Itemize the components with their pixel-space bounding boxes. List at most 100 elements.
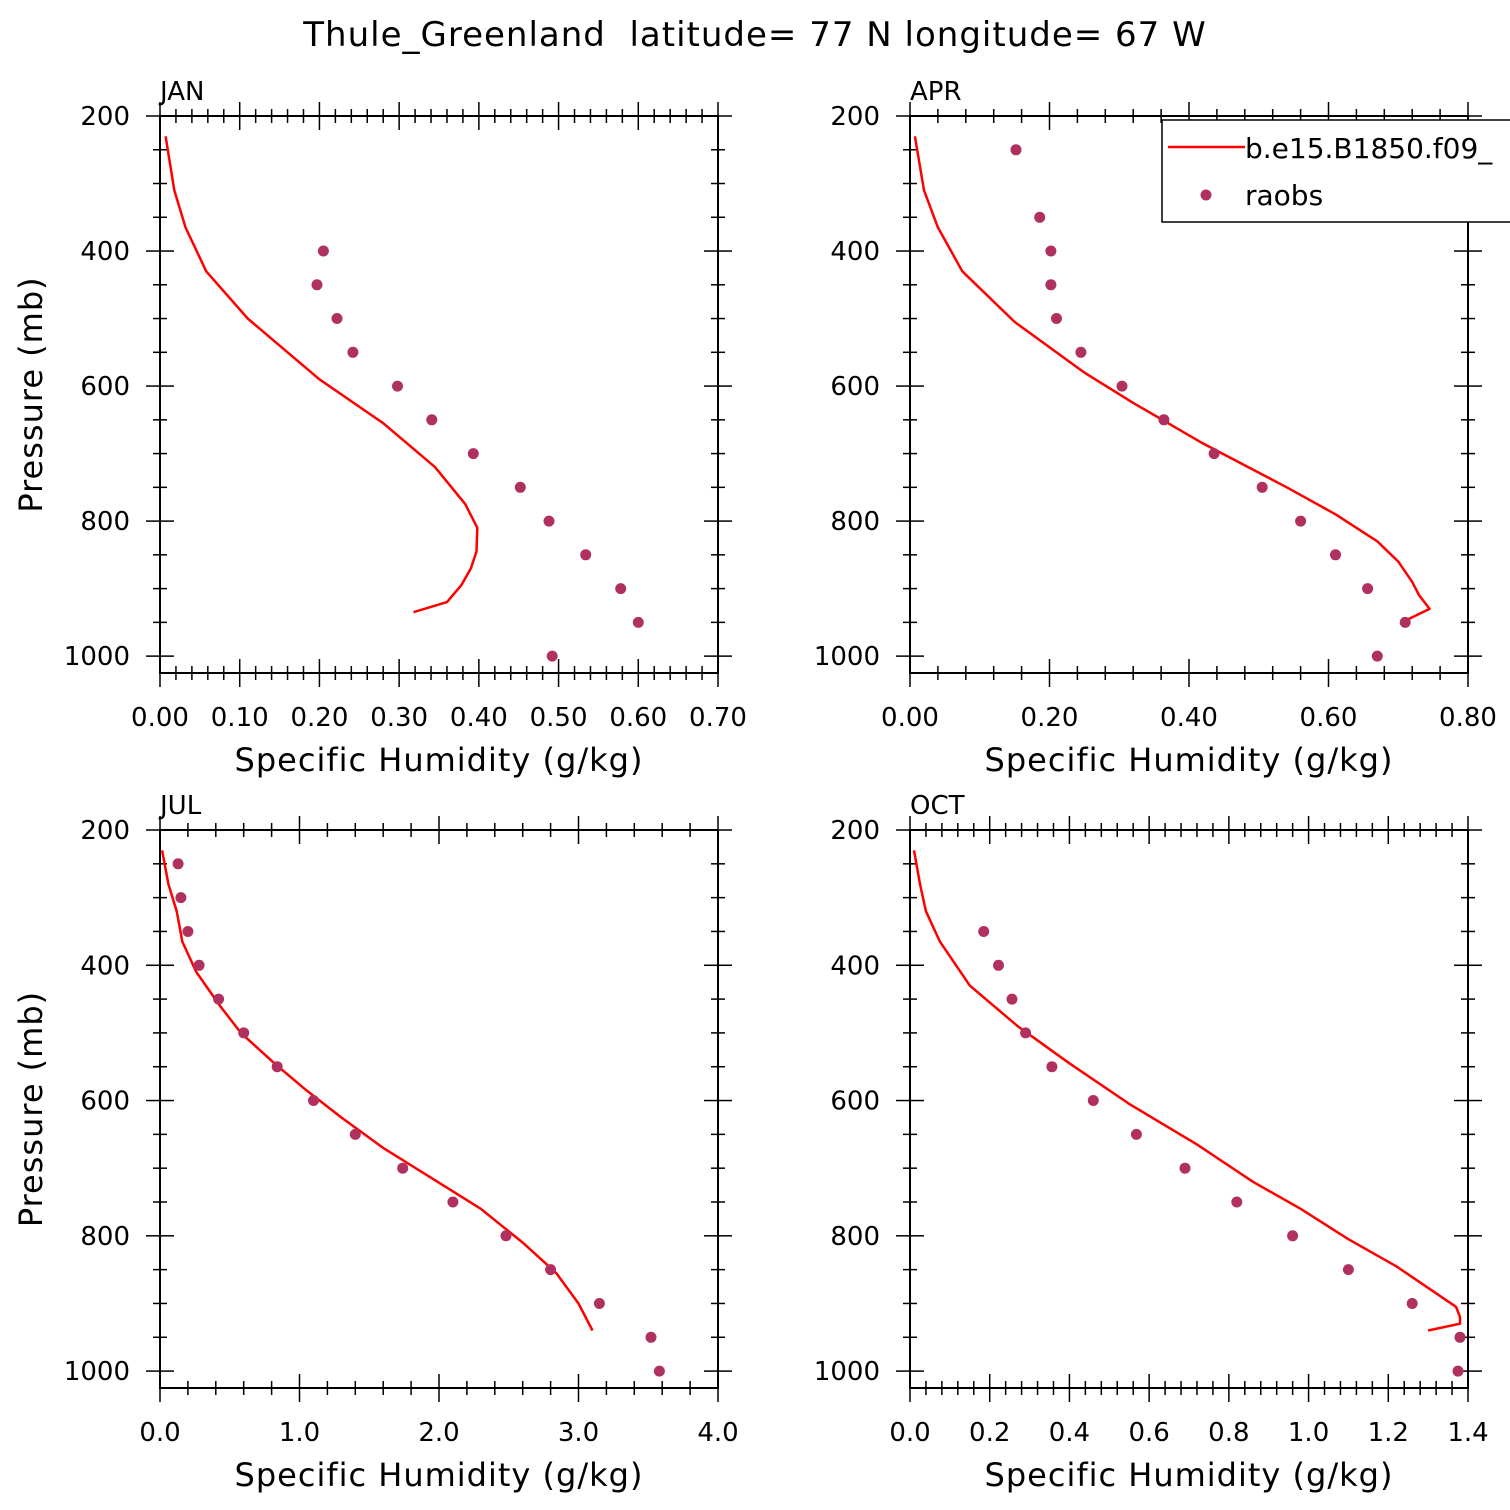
raobs-point-oct — [1231, 1196, 1243, 1208]
raobs-point-oct — [978, 926, 990, 937]
x-axis-label-apr: Specific Humidity (g/kg) — [985, 741, 1394, 779]
y-tick-label: 400 — [830, 237, 880, 267]
raobs-point-jul — [653, 1365, 665, 1377]
panel-apr: APR 0.00 0.20 0.40 0.60 0.80 200 400 600 800 1000 S… — [814, 77, 1497, 779]
x-tick-label: 1.2 — [1368, 1418, 1409, 1448]
raobs-point-jul — [349, 1128, 361, 1140]
raobs-point-jan — [311, 279, 323, 291]
x-tick-label: 0.2 — [969, 1418, 1010, 1448]
raobs-point-oct — [1130, 1128, 1142, 1140]
raobs-point-oct — [1287, 1230, 1299, 1242]
y-tick-label: 800 — [830, 507, 880, 537]
legend-model-label: b.e15.B1850.f09_ — [1245, 132, 1493, 165]
raobs-point-oct — [1342, 1264, 1354, 1276]
y-tick-label: 800 — [80, 1222, 130, 1252]
y-tick-label: 600 — [80, 372, 130, 402]
raobs-point-jan — [632, 616, 644, 628]
y-tick-label: 1000 — [64, 1357, 130, 1387]
raobs-point-jul — [645, 1331, 657, 1343]
raobs-point-oct — [1020, 1027, 1032, 1039]
panel-label-jul: JUL — [158, 791, 202, 821]
raobs-point-jul — [271, 1061, 283, 1073]
raobs-point-oct — [1452, 1365, 1464, 1377]
raobs-point-jan — [580, 549, 592, 561]
raobs-point-jan — [347, 346, 359, 358]
x-tick-label: 3.0 — [558, 1418, 599, 1448]
x-tick-label: 0.0 — [139, 1418, 180, 1448]
raobs-point-apr — [1362, 583, 1374, 595]
panel-jan: JAN 0.00 0.10 0.20 0.30 0.40 0.50 0.60 0.70 200 40… — [12, 77, 747, 779]
x-tick-label: 0.30 — [370, 703, 428, 733]
legend-obs-label: raobs — [1245, 179, 1323, 212]
panels: JAN 0.00 0.10 0.20 0.30 0.40 0.50 0.60 0.70 200 40… — [12, 77, 1497, 1494]
raobs-point-jan — [543, 515, 555, 527]
plot-frame-oct — [909, 829, 1469, 1389]
raobs-point-jan — [331, 313, 343, 324]
x-tick-label: 0.4 — [1049, 1418, 1090, 1448]
raobs-point-apr — [1158, 414, 1170, 426]
raobs-point-oct — [1006, 993, 1018, 1005]
raobs-point-oct — [1087, 1095, 1099, 1106]
x-tick-label: 0.8 — [1208, 1418, 1249, 1448]
panel-label-jan: JAN — [158, 77, 204, 107]
x-tick-label: 0.40 — [1160, 703, 1218, 733]
y-tick-label: 1000 — [814, 1357, 880, 1387]
raobs-point-jan — [392, 380, 403, 392]
panel-oct: OCT 0.0 0.2 0.4 0.6 0.8 1.0 1.2 1.4 200 400 600 800 1… — [814, 791, 1489, 1494]
raobs-point-jul — [238, 1027, 250, 1039]
y-tick-label: 200 — [80, 102, 130, 132]
raobs-point-jul — [175, 892, 187, 904]
x-tick-label: 0.00 — [881, 703, 939, 733]
raobs-point-apr — [1045, 245, 1057, 257]
y-tick-label: 400 — [80, 951, 130, 981]
y-tick-label: 400 — [830, 951, 880, 981]
figure-title: Thule_Greenland latitude= 77 N longitude… — [302, 15, 1206, 55]
raobs-point-jul — [447, 1196, 459, 1208]
x-tick-label: 4.0 — [697, 1418, 738, 1448]
panel-label-apr: APR — [910, 77, 962, 107]
raobs-point-jan — [426, 414, 438, 426]
raobs-point-jan — [546, 650, 558, 662]
model-line-jul — [160, 850, 594, 1332]
raobs-point-jan — [317, 245, 329, 257]
raobs-point-jan — [467, 448, 479, 460]
x-tick-label: 0.20 — [290, 703, 348, 733]
raobs-point-jul — [213, 993, 225, 1005]
raobs-point-apr — [1045, 279, 1057, 291]
raobs-point-jul — [593, 1298, 605, 1309]
raobs-point-oct — [993, 959, 1004, 971]
x-tick-label: 2.0 — [418, 1418, 459, 1448]
model-line-oct — [912, 850, 1462, 1332]
raobs-point-apr — [1034, 211, 1046, 223]
y-tick-label: 600 — [830, 372, 880, 402]
raobs-point-apr — [1371, 650, 1383, 662]
model-line-jan — [164, 136, 479, 614]
raobs-point-jul — [193, 959, 205, 971]
x-tick-label: 1.4 — [1447, 1418, 1488, 1448]
raobs-point-apr — [1256, 481, 1268, 493]
y-tick-label: 800 — [80, 507, 130, 537]
y-tick-label: 1000 — [64, 642, 130, 672]
x-tick-label: 0.00 — [131, 703, 189, 733]
x-tick-label: 1.0 — [1288, 1418, 1329, 1448]
x-tick-label: 0.0 — [889, 1418, 930, 1448]
x-tick-label: 0.40 — [450, 703, 508, 733]
raobs-point-jul — [308, 1095, 319, 1106]
y-tick-label: 1000 — [814, 642, 880, 672]
raobs-point-oct — [1454, 1331, 1466, 1343]
raobs-point-jul — [397, 1162, 409, 1174]
model-line-apr — [913, 136, 1431, 621]
panel-jul: JUL 0.0 1.0 2.0 3.0 4.0 200 400 600 800 1000 Specif… — [12, 791, 739, 1494]
legend-obs-marker — [1200, 189, 1212, 201]
raobs-point-jul — [500, 1230, 512, 1242]
raobs-point-jan — [514, 481, 526, 493]
y-tick-label: 600 — [830, 1087, 880, 1117]
y-tick-label: 600 — [80, 1087, 130, 1117]
raobs-point-apr — [1051, 313, 1062, 324]
raobs-point-apr — [1330, 549, 1341, 561]
y-tick-label: 800 — [830, 1222, 880, 1252]
x-tick-label: 0.10 — [211, 703, 269, 733]
raobs-point-apr — [1075, 346, 1087, 358]
x-tick-label: 0.60 — [609, 703, 667, 733]
